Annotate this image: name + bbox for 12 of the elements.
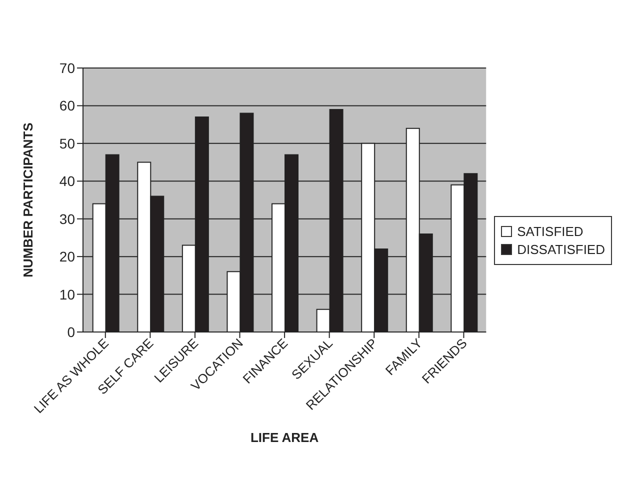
y-tick-label: 40: [59, 173, 76, 190]
y-tick-label: 0: [67, 324, 76, 340]
y-tick-label: 70: [59, 60, 76, 76]
x-axis-title: LIFE AREA: [250, 430, 320, 445]
legend-label: DISSATISFIED: [516, 242, 605, 256]
y-tick-label: 30: [59, 210, 76, 227]
y-tick-label: 60: [59, 98, 76, 114]
y-tick-label: 20: [59, 248, 76, 265]
y-tick-label: 50: [59, 135, 76, 152]
legend-label: SATISFIED: [516, 224, 584, 238]
y-tick-label: 10: [59, 286, 76, 302]
y-axis-title: NUMBER PARTICIPANTS: [20, 122, 36, 278]
